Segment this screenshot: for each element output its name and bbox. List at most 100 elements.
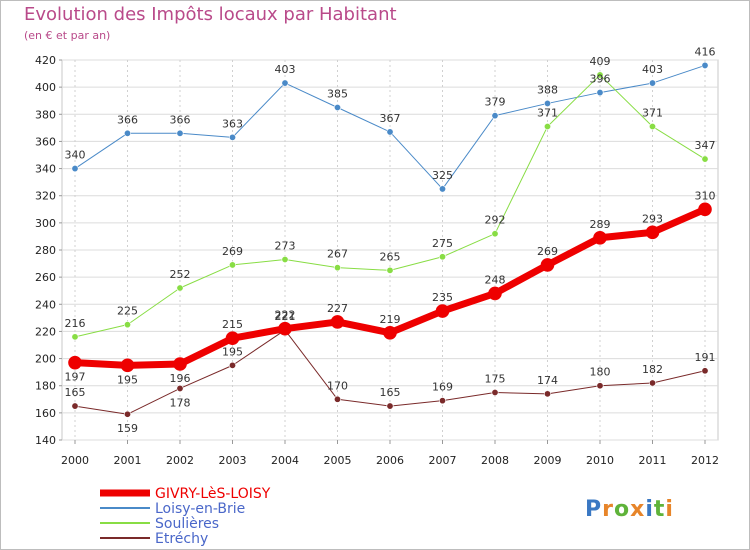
data-point xyxy=(278,321,292,336)
data-label: 388 xyxy=(537,83,558,96)
x-tick-label: 2009 xyxy=(534,454,562,467)
y-tick-label: 160 xyxy=(35,407,56,420)
y-tick-label: 280 xyxy=(35,244,56,257)
data-label: 396 xyxy=(590,73,611,86)
data-label: 363 xyxy=(222,117,243,130)
y-tick-label: 360 xyxy=(35,135,56,148)
data-point xyxy=(543,390,551,398)
x-tick-label: 2007 xyxy=(429,454,457,467)
data-point xyxy=(383,325,397,340)
data-point xyxy=(281,79,289,87)
data-label: 265 xyxy=(380,250,401,263)
data-label: 165 xyxy=(65,386,86,399)
data-point xyxy=(386,402,394,410)
data-point xyxy=(543,99,551,107)
data-label: 178 xyxy=(170,396,191,409)
y-tick-label: 340 xyxy=(35,163,56,176)
data-point xyxy=(124,410,132,418)
data-point xyxy=(491,388,499,396)
data-label: 216 xyxy=(65,317,86,330)
data-label: 340 xyxy=(65,149,86,162)
data-point xyxy=(176,384,184,392)
data-label: 371 xyxy=(642,107,663,120)
chart-subtitle: (en € et par an) xyxy=(24,29,111,42)
data-label: 165 xyxy=(380,386,401,399)
y-tick-label: 400 xyxy=(35,81,56,94)
data-point xyxy=(701,155,709,163)
y-tick-label: 420 xyxy=(35,54,56,67)
data-label: 325 xyxy=(432,169,453,182)
data-label: 170 xyxy=(327,379,348,392)
data-label: 416 xyxy=(695,45,716,58)
y-tick-label: 300 xyxy=(35,217,56,230)
data-label: 409 xyxy=(590,55,611,68)
y-tick-label: 320 xyxy=(35,190,56,203)
data-point xyxy=(648,79,656,87)
axes: 140 160 180 200 220 240 260 280 300 320 340 360 380 4… xyxy=(35,54,719,467)
data-label: 191 xyxy=(695,351,716,364)
data-point xyxy=(648,123,656,131)
x-tick-label: 2005 xyxy=(324,454,352,467)
data-point xyxy=(491,230,499,238)
data-label: 403 xyxy=(275,63,296,76)
data-point xyxy=(333,264,341,272)
data-label: 195 xyxy=(222,345,243,358)
data-point xyxy=(281,255,289,263)
data-label: 182 xyxy=(642,363,663,376)
data-label: 293 xyxy=(642,212,663,225)
data-label: 267 xyxy=(327,248,348,261)
data-point xyxy=(438,397,446,405)
data-label: 366 xyxy=(170,113,191,126)
data-label: 347 xyxy=(695,139,716,152)
data-label: 371 xyxy=(537,107,558,120)
x-tick-label: 2003 xyxy=(219,454,247,467)
data-point xyxy=(176,129,184,137)
data-label: 379 xyxy=(485,96,506,109)
data-point xyxy=(488,286,502,301)
data-point xyxy=(229,133,237,141)
data-label: 367 xyxy=(380,112,401,125)
data-label: 227 xyxy=(327,302,348,315)
proxiti-logo: Proxiti xyxy=(585,497,674,522)
y-tick-label: 180 xyxy=(35,380,56,393)
data-point xyxy=(120,358,135,373)
data-point xyxy=(386,128,394,136)
data-point xyxy=(68,355,82,370)
data-point xyxy=(438,185,446,193)
data-label: 180 xyxy=(590,366,611,379)
y-tick-label: 260 xyxy=(35,271,56,284)
x-tick-label: 2010 xyxy=(586,454,614,467)
data-point xyxy=(124,321,132,329)
data-label: 252 xyxy=(170,268,191,281)
data-label: 175 xyxy=(485,373,506,386)
data-label: 174 xyxy=(537,374,558,387)
x-tick-label: 2004 xyxy=(271,454,299,467)
data-label: 197 xyxy=(65,371,86,384)
data-label: 225 xyxy=(117,305,138,318)
legend: GIVRY-LèS-LOISYLoisy-en-BrieSoulièresEtr… xyxy=(100,486,271,547)
data-label: 196 xyxy=(170,372,191,385)
data-label: 215 xyxy=(222,318,243,331)
data-label: 248 xyxy=(485,273,506,286)
data-point xyxy=(173,357,187,371)
y-tick-label: 220 xyxy=(35,325,56,338)
data-point xyxy=(176,284,184,292)
data-label: 159 xyxy=(117,422,138,435)
y-tick-label: 200 xyxy=(35,353,56,366)
data-label: 235 xyxy=(432,291,453,304)
data-point xyxy=(124,129,132,137)
data-label: 195 xyxy=(117,373,138,386)
data-point xyxy=(71,402,79,410)
data-point xyxy=(596,382,604,390)
data-label: 269 xyxy=(222,245,243,258)
logo-text: Proxiti xyxy=(585,497,674,522)
x-tick-label: 2006 xyxy=(376,454,404,467)
data-point xyxy=(701,367,709,375)
data-point xyxy=(225,331,240,346)
data-point xyxy=(229,261,237,269)
data-label: 169 xyxy=(432,381,453,394)
data-label: 289 xyxy=(590,218,611,231)
data-label: 366 xyxy=(117,113,138,126)
x-tick-label: 2000 xyxy=(61,454,89,467)
